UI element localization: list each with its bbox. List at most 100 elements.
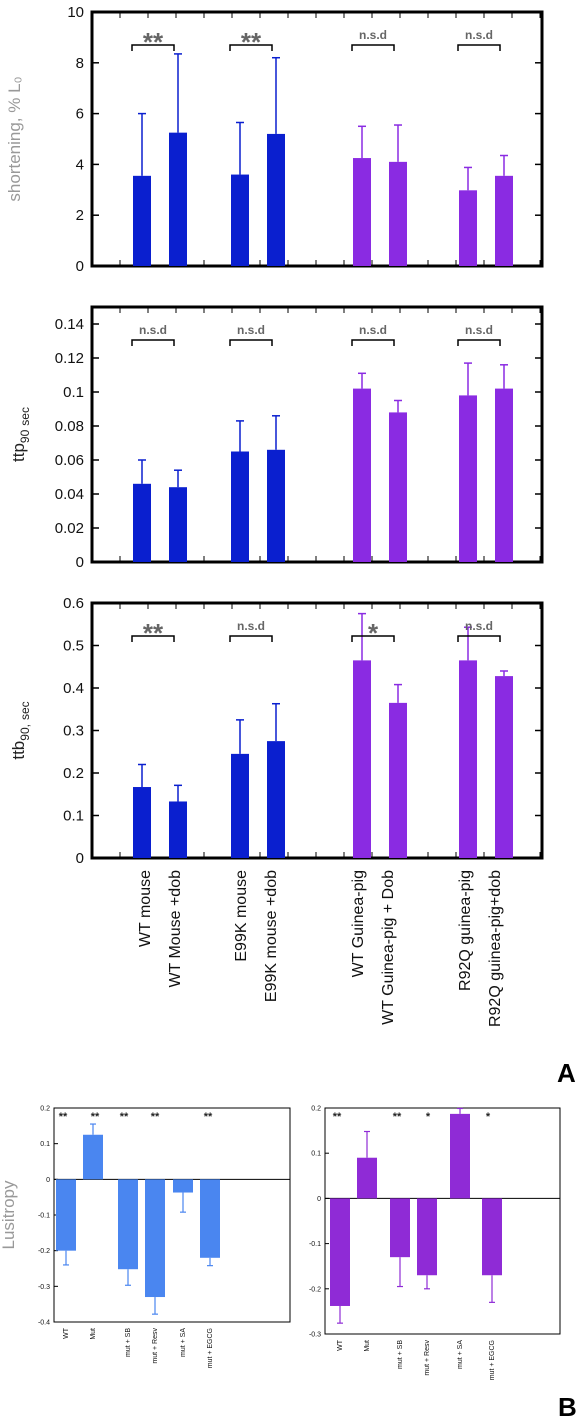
y-axis-label-subscript: 90, <box>18 724 32 741</box>
y-tick-label: 0.2 <box>311 1106 321 1113</box>
category-label: Mut <box>364 1340 371 1352</box>
category-label: E99K mouse +dob <box>263 870 280 1002</box>
significance-bracket: ** <box>131 618 175 648</box>
y-axis-label: Lusitropy <box>0 1180 18 1249</box>
bar <box>353 158 371 266</box>
plot-frame <box>90 305 544 564</box>
y-axis-label-unit: sec <box>18 701 32 720</box>
y-tick-label: 0.5 <box>63 638 84 655</box>
bar <box>173 1179 193 1193</box>
significance-bracket: ** <box>229 27 273 57</box>
chart-lusitropy-left: -0.4 -0.3 -0.2 -0.1 0 0.1 0.2 ** WT ** Mut ** mut + … <box>0 1106 291 1368</box>
significance-mark: ** <box>333 1111 342 1123</box>
y-tick-label: 0 <box>76 258 84 275</box>
y-tick-label: 0.6 <box>63 595 84 612</box>
y-tick-label: -0.1 <box>309 1241 321 1248</box>
bracket-line <box>457 635 501 642</box>
chart-ttp90: 0 0.02 0.04 0.06 0.08 0.1 0.12 0.14 n.s.d n.s.d n.… <box>9 305 544 571</box>
y-tick-label: 0.14 <box>55 316 84 333</box>
bar <box>118 1179 138 1270</box>
y-tick-label: -0.3 <box>309 1332 321 1339</box>
y-tick-label: -0.1 <box>38 1213 50 1220</box>
category-label: WT <box>337 1339 344 1351</box>
category-labels: WT mouse WT Mouse +dob E99K mouse E99K mous… <box>137 870 504 1027</box>
y-axis-label: shortening, % L₀ <box>5 76 24 201</box>
category-label: Mut <box>90 1328 97 1340</box>
significance-bracket: n.s.d <box>131 323 175 346</box>
category-label: mut + EGCG <box>207 1328 214 1368</box>
y-tick-label: 0.1 <box>63 384 84 401</box>
y-tick-label: 0.2 <box>40 1106 50 1113</box>
bracket-line <box>351 635 395 642</box>
bar <box>417 1198 437 1276</box>
category-label: WT Guinea-pig <box>350 870 367 977</box>
bar <box>459 190 477 266</box>
significance-mark: ** <box>59 1111 68 1123</box>
significance-bracket: n.s.d <box>229 323 273 346</box>
y-tick-label: 0.02 <box>55 520 84 537</box>
significance-bracket: n.s.d <box>457 28 501 51</box>
y-tick-label: 0.1 <box>311 1151 321 1158</box>
y-axis-label-unit: sec <box>18 407 32 426</box>
significance-mark: * <box>368 618 379 648</box>
y-tick-label: 0 <box>76 850 84 867</box>
y-tick-label: 0.1 <box>63 808 84 825</box>
y-tick-label: -0.4 <box>38 1320 50 1327</box>
significance-bracket: n.s.d <box>229 619 273 642</box>
y-tick-label: 10 <box>67 4 84 21</box>
bar <box>169 132 187 266</box>
significance-bracket: n.s.d <box>351 28 395 51</box>
bar <box>267 449 285 562</box>
bar <box>133 787 151 858</box>
y-tick-label: 2 <box>76 207 84 224</box>
y-tick-label: 0.06 <box>55 452 84 469</box>
category-label: mut + SA <box>180 1328 187 1357</box>
y-axis-label-main: ttp <box>9 443 28 462</box>
category-label: R92Q guinea-pig+dob <box>487 870 504 1027</box>
y-tick-label: 0 <box>76 554 84 571</box>
plot-frame <box>324 1107 561 1335</box>
bar <box>459 395 477 562</box>
significance-label: n.s.d <box>359 323 387 337</box>
y-tick-label: 0.2 <box>63 765 84 782</box>
bar <box>267 741 285 858</box>
bar <box>169 487 187 562</box>
significance-mark: ** <box>91 1111 100 1123</box>
chart-shortening: 0 2 4 6 8 10 ** ** n.s.d n.s.d shortening, % L₀ <box>5 4 544 275</box>
bar <box>56 1179 76 1251</box>
y-axis-label-main: ttb <box>9 741 28 760</box>
y-axis-label: ttp90 sec <box>9 407 32 462</box>
y-tick-label: 0 <box>317 1196 321 1203</box>
bar <box>133 175 151 266</box>
significance-label: n.s.d <box>465 28 493 42</box>
bracket-line <box>229 339 273 346</box>
y-tick-label: 0.1 <box>40 1141 50 1148</box>
bar <box>459 660 477 858</box>
category-label: WT mouse <box>137 870 154 947</box>
panel-label-b: B <box>558 1392 577 1421</box>
y-tick-label: 4 <box>76 156 84 173</box>
category-label: mut + Resv <box>152 1328 159 1364</box>
category-label: WT Mouse +dob <box>167 870 184 988</box>
significance-bracket: n.s.d <box>351 323 395 346</box>
y-tick-label: -0.2 <box>309 1286 321 1293</box>
significance-bracket: * <box>351 618 395 648</box>
y-tick-label: -0.3 <box>38 1284 50 1291</box>
significance-label: n.s.d <box>465 619 493 633</box>
bar <box>353 388 371 562</box>
significance-mark: * <box>486 1111 491 1123</box>
significance-mark: ** <box>204 1111 213 1123</box>
bracket-line <box>229 635 273 642</box>
significance-label: n.s.d <box>237 619 265 633</box>
bar <box>231 451 249 562</box>
bracket-line <box>131 44 175 51</box>
bar <box>145 1179 165 1298</box>
bar <box>482 1198 502 1276</box>
bar <box>389 702 407 858</box>
significance-mark: ** <box>143 27 164 57</box>
plot-frame <box>90 10 544 268</box>
y-tick-label: 6 <box>76 106 84 123</box>
y-axis-label-subscript: 90 <box>18 429 32 443</box>
bar <box>495 175 513 266</box>
